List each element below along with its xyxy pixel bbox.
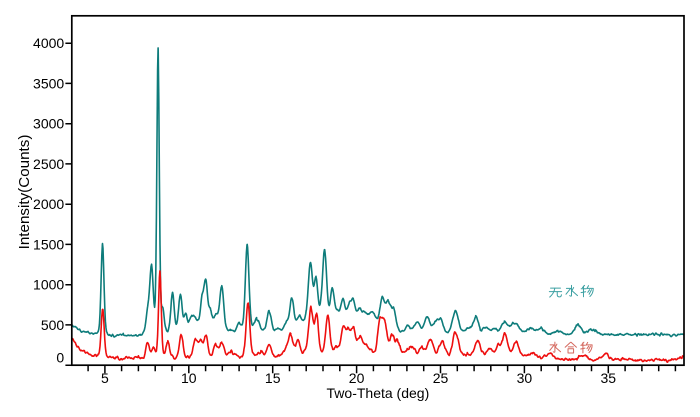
svg-text:10: 10 [181, 370, 197, 386]
svg-text:35: 35 [601, 370, 617, 386]
svg-text:3000: 3000 [33, 116, 64, 132]
svg-text:30: 30 [517, 370, 533, 386]
svg-text:2500: 2500 [33, 156, 64, 172]
svg-text:500: 500 [41, 317, 65, 333]
svg-text:5: 5 [101, 370, 109, 386]
svg-text:20: 20 [349, 370, 365, 386]
svg-text:25: 25 [433, 370, 449, 386]
svg-text:3500: 3500 [33, 75, 64, 91]
svg-text:1000: 1000 [33, 277, 64, 293]
svg-text:0: 0 [56, 350, 64, 366]
svg-text:2000: 2000 [33, 196, 64, 212]
svg-text:4000: 4000 [33, 35, 64, 51]
svg-text:15: 15 [265, 370, 281, 386]
svg-text:Intensity(Counts): Intensity(Counts) [16, 135, 33, 250]
svg-text:1500: 1500 [33, 236, 64, 252]
svg-text:Two-Theta (deg): Two-Theta (deg) [327, 385, 430, 401]
